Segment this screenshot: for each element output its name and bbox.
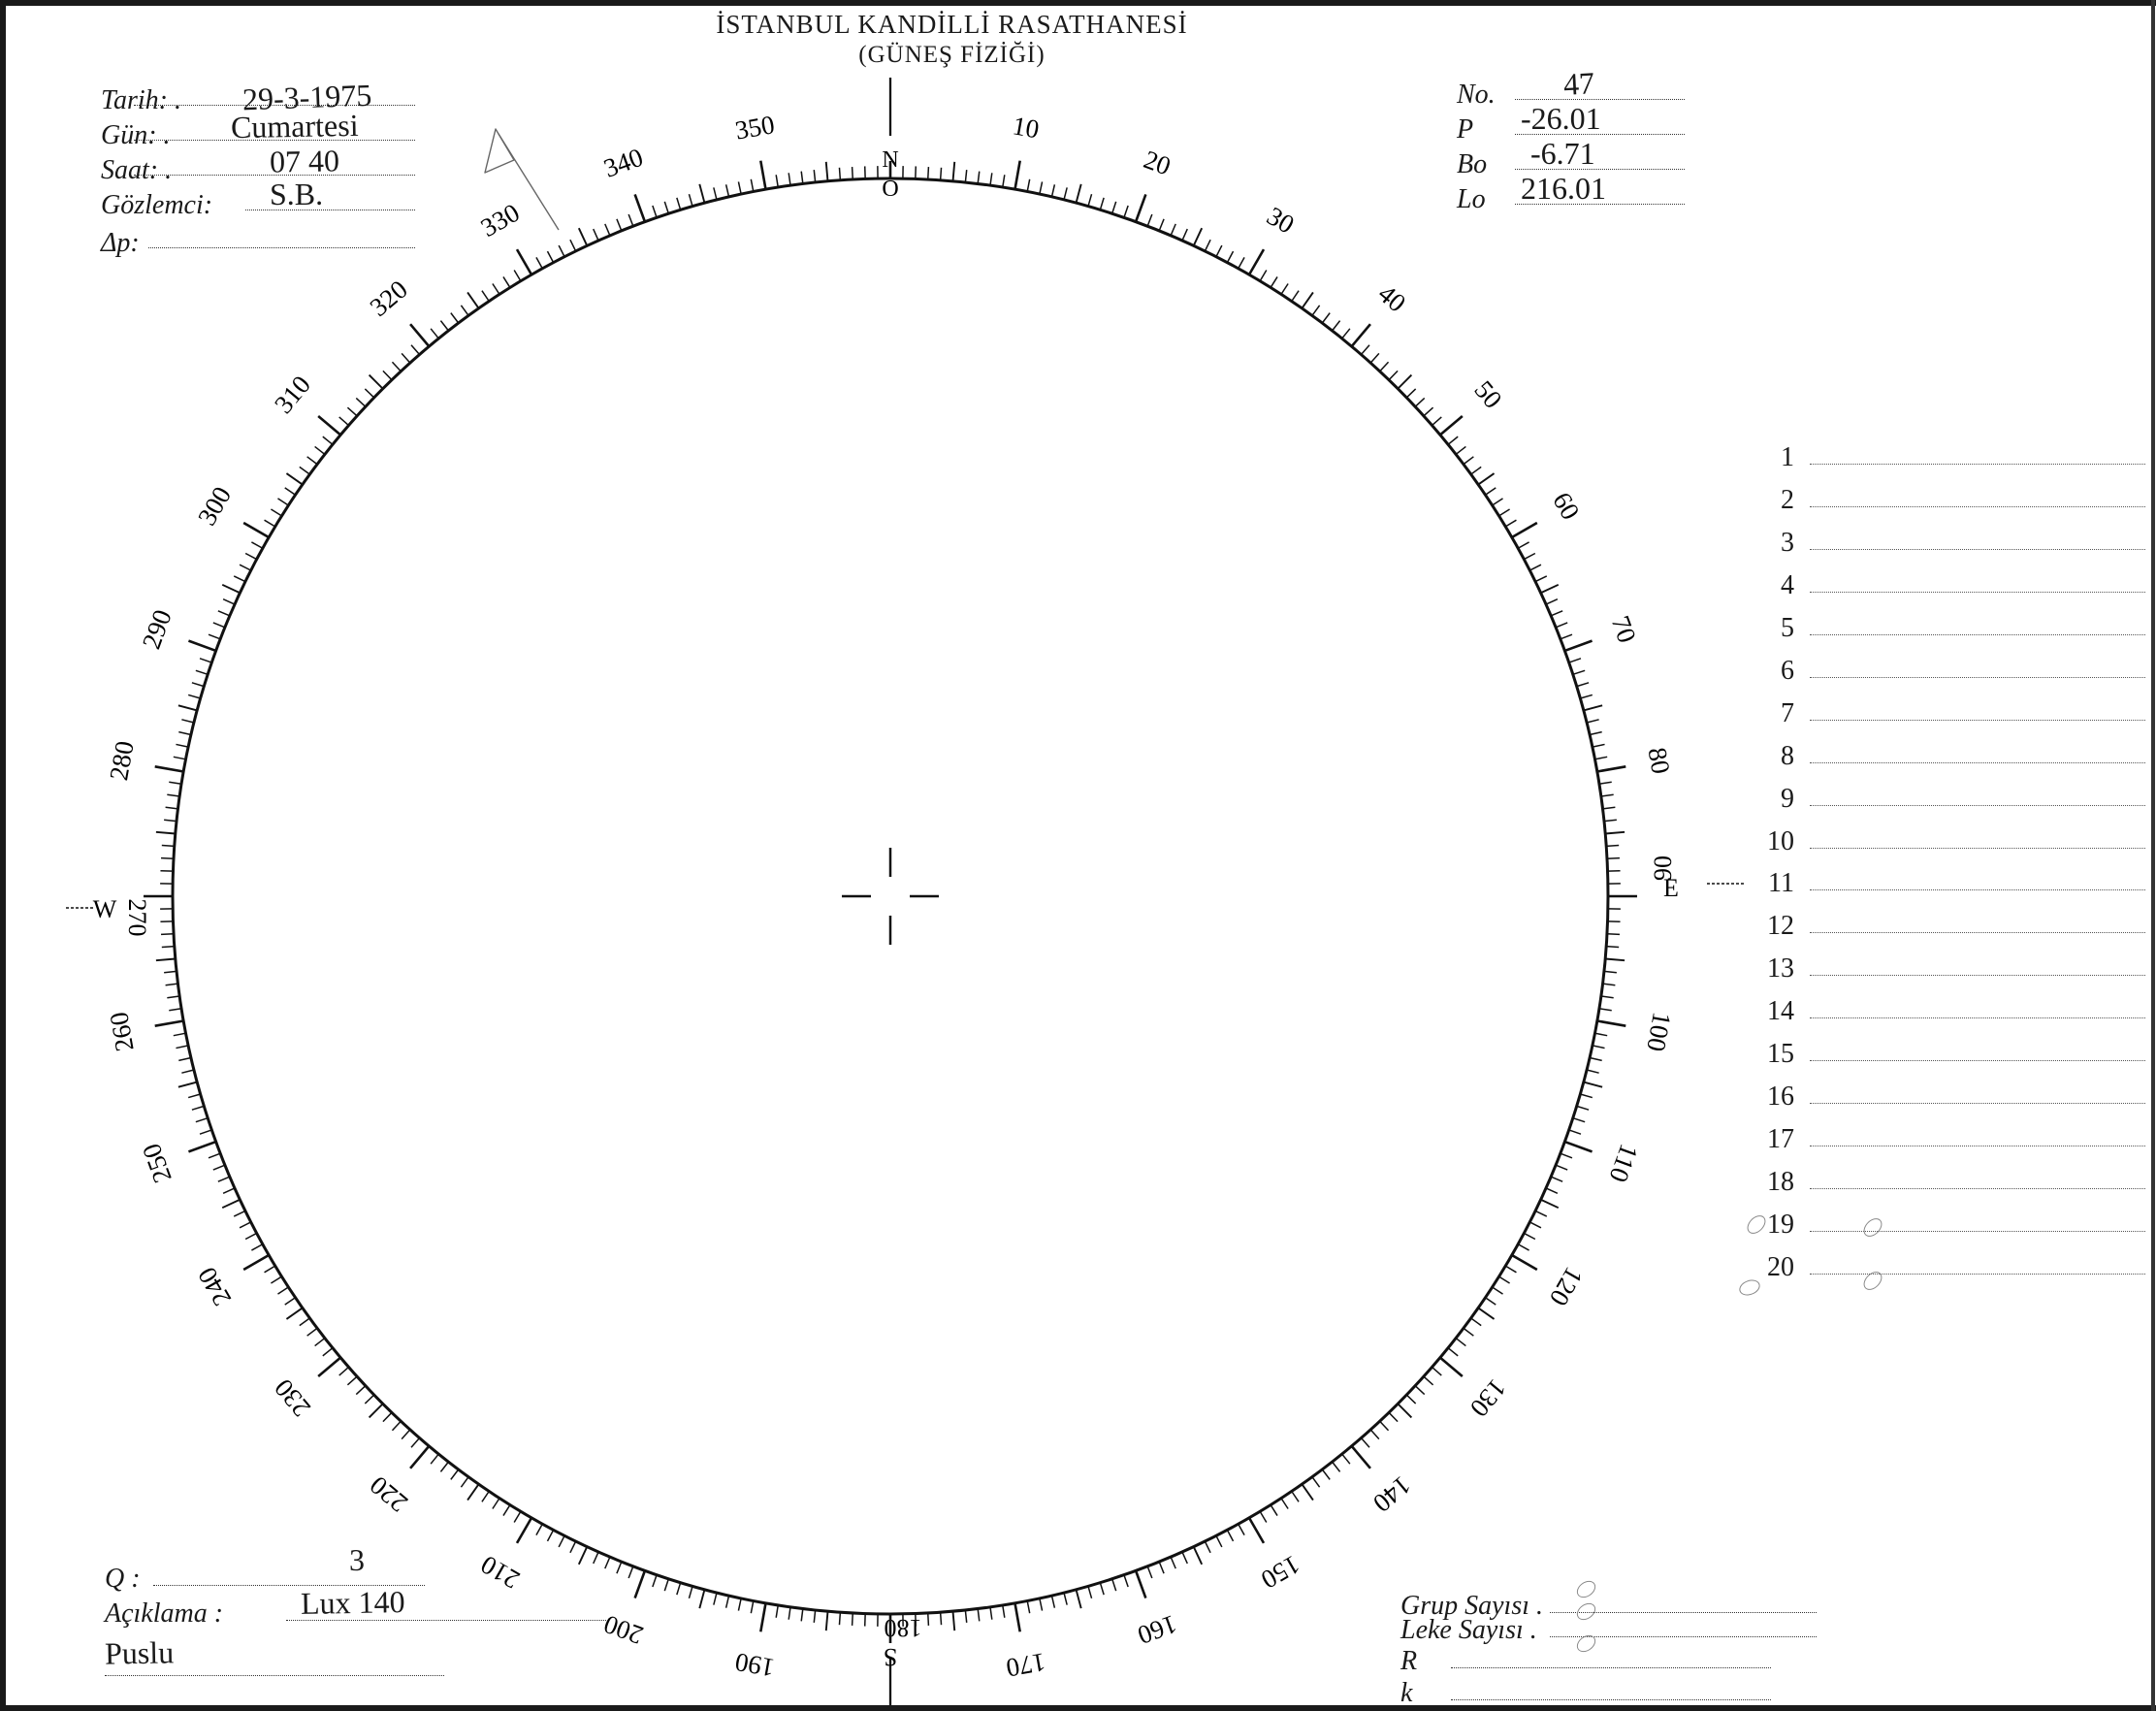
svg-text:210: 210 <box>476 1550 525 1595</box>
svg-text:160: 160 <box>1134 1609 1180 1650</box>
svg-text:E: E <box>1663 874 1679 902</box>
svg-text:340: 340 <box>600 143 647 183</box>
svg-text:100: 100 <box>1641 1010 1677 1053</box>
svg-text:220: 220 <box>365 1470 413 1518</box>
svg-text:10: 10 <box>1011 111 1042 144</box>
svg-text:140: 140 <box>1368 1470 1416 1518</box>
svg-text:300: 300 <box>192 482 237 531</box>
svg-text:S: S <box>884 1643 897 1671</box>
svg-text:40: 40 <box>1372 278 1411 317</box>
svg-text:190: 190 <box>733 1647 777 1683</box>
svg-text:350: 350 <box>733 110 777 145</box>
svg-text:130: 130 <box>1464 1373 1512 1422</box>
svg-text:310: 310 <box>269 371 316 419</box>
svg-text:270: 270 <box>123 899 151 937</box>
svg-text:250: 250 <box>137 1140 177 1186</box>
svg-text:280: 280 <box>104 739 140 783</box>
svg-text:150: 150 <box>1256 1550 1304 1595</box>
svg-text:260: 260 <box>104 1010 140 1053</box>
svg-text:290: 290 <box>137 606 177 653</box>
svg-text:80: 80 <box>1642 745 1675 776</box>
svg-text:320: 320 <box>365 274 413 322</box>
svg-text:70: 70 <box>1606 612 1642 647</box>
svg-text:20: 20 <box>1140 145 1175 180</box>
svg-text:50: 50 <box>1468 375 1507 414</box>
svg-text:110: 110 <box>1603 1141 1644 1186</box>
svg-text:170: 170 <box>1004 1647 1047 1683</box>
svg-text:O: O <box>882 177 898 202</box>
svg-text:230: 230 <box>269 1373 316 1422</box>
svg-text:W: W <box>93 895 117 923</box>
svg-text:120: 120 <box>1544 1262 1589 1310</box>
svg-text:60: 60 <box>1547 487 1585 524</box>
svg-text:30: 30 <box>1262 201 1299 239</box>
svg-text:240: 240 <box>192 1262 237 1310</box>
svg-text:200: 200 <box>600 1609 647 1650</box>
svg-text:330: 330 <box>476 198 525 242</box>
